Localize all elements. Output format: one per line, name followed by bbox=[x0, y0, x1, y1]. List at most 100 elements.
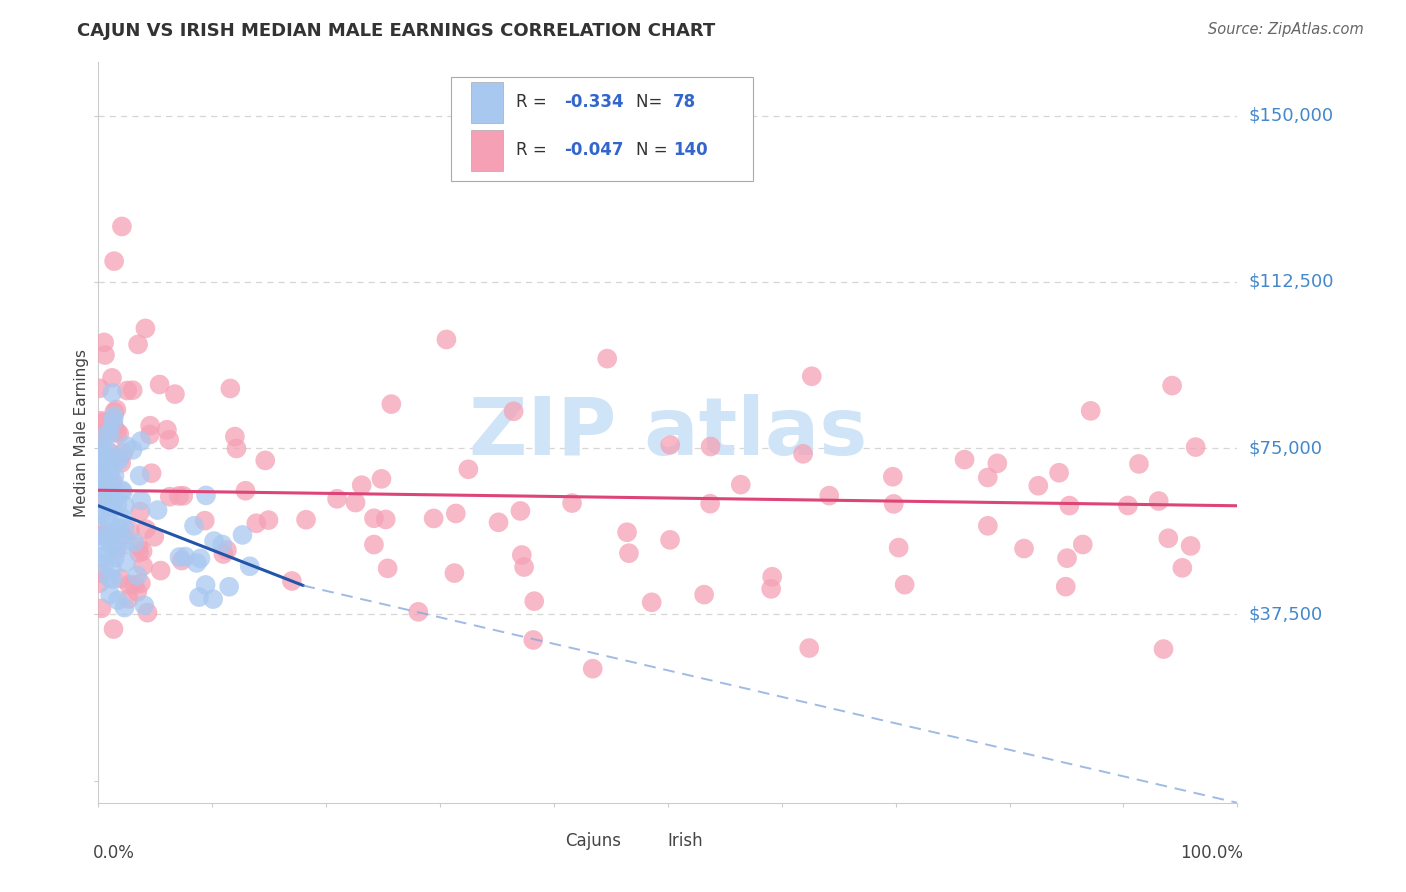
Point bbox=[143, 530, 166, 544]
Point bbox=[1012, 541, 1035, 556]
Point bbox=[977, 470, 1000, 484]
Point bbox=[1054, 580, 1077, 594]
Point bbox=[121, 383, 143, 397]
Y-axis label: Median Male Earnings: Median Male Earnings bbox=[73, 349, 89, 516]
Point bbox=[114, 499, 136, 513]
Point bbox=[96, 531, 118, 545]
Point bbox=[156, 423, 179, 437]
Point bbox=[107, 593, 129, 607]
Point bbox=[98, 445, 121, 459]
Point bbox=[132, 559, 155, 574]
Point bbox=[1056, 551, 1078, 566]
Point bbox=[659, 533, 682, 547]
Point bbox=[93, 335, 115, 350]
Point bbox=[502, 404, 524, 418]
Point bbox=[114, 521, 136, 535]
FancyBboxPatch shape bbox=[451, 78, 754, 181]
Point bbox=[730, 477, 752, 491]
Point bbox=[94, 481, 117, 495]
Point bbox=[129, 493, 152, 508]
Point bbox=[101, 475, 124, 489]
Point bbox=[90, 508, 112, 522]
Point bbox=[97, 570, 120, 584]
Point bbox=[350, 478, 373, 492]
Point bbox=[202, 592, 225, 607]
Point bbox=[91, 527, 114, 541]
Text: ZIP atlas: ZIP atlas bbox=[468, 393, 868, 472]
Point bbox=[1059, 499, 1081, 513]
Point bbox=[101, 538, 124, 552]
Point bbox=[90, 601, 112, 615]
Point bbox=[134, 599, 156, 613]
Point bbox=[97, 513, 120, 527]
Point bbox=[89, 456, 111, 470]
Point bbox=[245, 516, 267, 531]
FancyBboxPatch shape bbox=[634, 832, 662, 848]
Text: 78: 78 bbox=[672, 93, 696, 111]
Point bbox=[108, 521, 131, 535]
Point bbox=[89, 467, 111, 481]
Point bbox=[129, 505, 152, 519]
Text: CAJUN VS IRISH MEDIAN MALE EARNINGS CORRELATION CHART: CAJUN VS IRISH MEDIAN MALE EARNINGS CORR… bbox=[77, 22, 716, 40]
Point bbox=[128, 546, 150, 560]
Text: Cajuns: Cajuns bbox=[565, 831, 621, 849]
Text: N =: N = bbox=[636, 141, 668, 159]
Point bbox=[183, 518, 205, 533]
Point bbox=[693, 588, 716, 602]
Point bbox=[190, 551, 212, 566]
Point bbox=[98, 453, 121, 467]
FancyBboxPatch shape bbox=[471, 130, 503, 171]
Point bbox=[91, 529, 114, 543]
Point bbox=[163, 387, 186, 401]
Point bbox=[174, 549, 197, 564]
Point bbox=[101, 572, 124, 586]
Point bbox=[344, 495, 367, 509]
Point bbox=[98, 463, 121, 477]
Point bbox=[1047, 466, 1070, 480]
Point bbox=[94, 509, 117, 524]
Point bbox=[139, 418, 162, 433]
Point bbox=[522, 632, 544, 647]
Point bbox=[149, 564, 172, 578]
Point bbox=[91, 489, 114, 503]
Point bbox=[105, 425, 128, 439]
Point bbox=[1026, 479, 1049, 493]
Point bbox=[91, 549, 114, 564]
Point bbox=[818, 489, 841, 503]
Text: 100.0%: 100.0% bbox=[1180, 844, 1243, 862]
Point bbox=[112, 446, 135, 460]
Point bbox=[115, 439, 138, 453]
Point bbox=[131, 544, 153, 558]
Point bbox=[799, 641, 821, 656]
Point bbox=[110, 456, 132, 470]
Point bbox=[1071, 537, 1094, 551]
Point bbox=[98, 491, 121, 506]
Point bbox=[111, 483, 134, 497]
Point bbox=[224, 429, 246, 443]
Point bbox=[641, 595, 664, 609]
FancyBboxPatch shape bbox=[531, 832, 560, 848]
Point bbox=[212, 547, 235, 561]
Point bbox=[103, 415, 125, 429]
Point bbox=[93, 445, 115, 459]
Point bbox=[488, 516, 510, 530]
Point bbox=[89, 576, 111, 591]
Point bbox=[96, 442, 118, 457]
Point bbox=[596, 351, 619, 366]
Point bbox=[1080, 404, 1102, 418]
Point bbox=[513, 560, 536, 574]
Point bbox=[111, 511, 134, 525]
Point bbox=[699, 497, 721, 511]
Text: 140: 140 bbox=[673, 141, 709, 159]
Point bbox=[1128, 457, 1150, 471]
Point bbox=[111, 219, 134, 234]
Point bbox=[103, 409, 125, 423]
Point bbox=[257, 513, 280, 527]
Point bbox=[761, 570, 783, 584]
Point bbox=[128, 468, 150, 483]
Text: $75,000: $75,000 bbox=[1249, 439, 1323, 457]
Point bbox=[211, 537, 233, 551]
Point bbox=[1184, 440, 1206, 454]
Point bbox=[195, 488, 218, 502]
Point bbox=[887, 541, 910, 555]
